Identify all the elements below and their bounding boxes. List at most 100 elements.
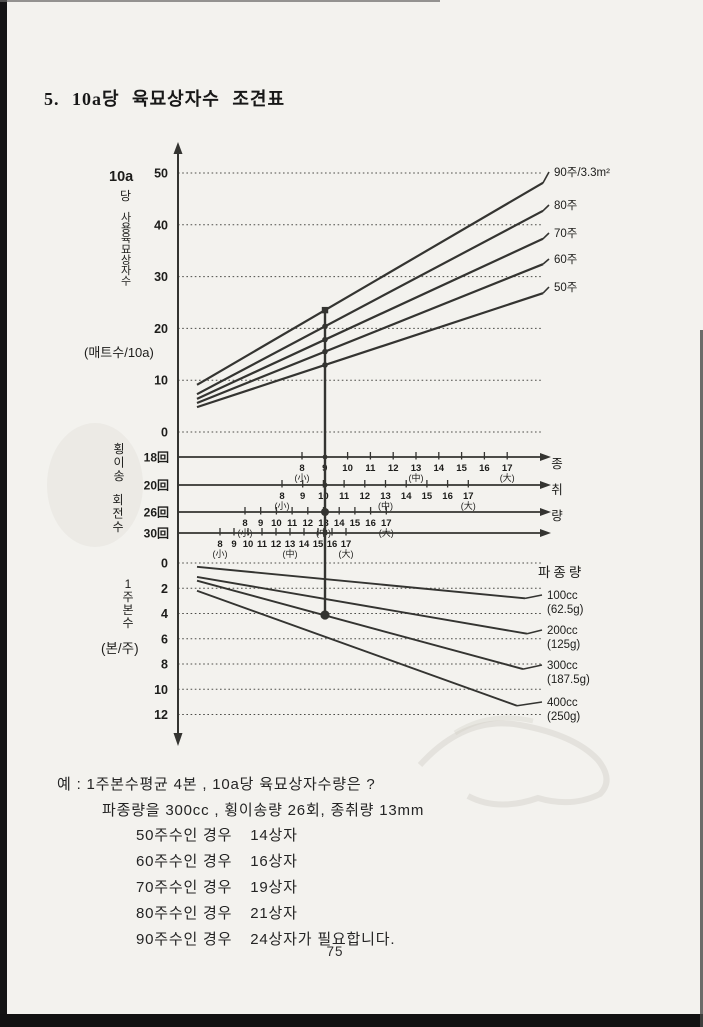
seed-label-connector [525,595,542,598]
feed-tick-label: 11 [257,539,268,550]
reference-dot [322,530,327,535]
bottom-axis-tick-label: 10 [154,683,168,697]
seed-weight-label: (250g) [547,711,580,723]
feed-tick-label: 12 [360,491,371,502]
top-axis-tick-label: 0 [161,426,168,440]
top-axis-tick-label: 40 [154,218,168,232]
feed-tick-label: 16 [327,539,338,550]
bottom-axis-tick-label: 6 [161,632,168,646]
feed-tick-label: 16 [365,518,376,529]
feed-tick-label: 15 [313,539,324,550]
feed-tick-label: 10 [243,539,254,550]
feed-size-mark: (小) [295,473,310,483]
top-axis-tick-label: 10 [154,374,168,388]
bottom-axis-title: 본 [122,603,133,617]
feed-size-mark: (大) [339,548,354,559]
plant-count-label-connector [543,172,549,183]
seed-label-connector [523,665,542,669]
reference-end-dot [320,610,329,619]
top-axis-unit-dang: 당 [120,189,131,203]
feed-tick-label: 12 [271,539,282,550]
feed-size-mark: (大) [461,500,476,511]
feed-tick-label: 15 [422,491,433,502]
feed-tick-label: 14 [334,518,345,529]
feed-axis-title: 전 [112,507,123,521]
seed-weight-label: (125g) [547,639,580,651]
seed-amount-label: 400cc [547,697,578,709]
seed-take-axis-title: 취 [551,483,563,497]
feed-tick-label: 14 [434,463,445,474]
top-axis-unit-10a: 10a [109,169,134,185]
feed-size-mark: (中) [409,472,424,483]
scan-artifact-smudge [47,423,143,547]
feed-tick-label: 11 [339,491,350,502]
bottom-axis-tick-label: 4 [161,607,168,621]
feed-tick-label: 16 [479,463,490,474]
plant-count-line [197,239,543,399]
seed-label-connector [527,630,542,634]
feed-tick-label: 9 [258,518,263,529]
seed-take-axis-title: 종 [551,457,563,471]
feed-axis-title: 송 [113,469,124,483]
scan-edge-bottom [0,1014,703,1027]
feed-tick-label: 14 [401,491,412,502]
axis-arrow-down-icon [174,733,183,746]
feed-tick-label: 10 [342,463,353,474]
feed-tick-label: 11 [287,518,298,529]
reference-dot [322,349,328,355]
reference-dot [322,362,328,368]
feed-tick-label: 15 [456,463,467,474]
bottom-axis-title: 주 [122,590,133,604]
feed-row-arrow-icon [540,508,551,516]
page-title: 5. 10a당 육묘상자수 조견표 [44,85,285,111]
axis-arrow-up-icon [174,142,183,154]
seed-weight-label: (187.5g) [547,674,590,686]
feed-tick-label: 9 [300,491,305,502]
reference-dot [321,508,329,516]
plant-count-line [197,293,543,407]
top-axis-unit-label: (매트수/10a) [84,345,154,360]
feed-size-mark: (大) [500,472,515,483]
feed-tick-label: 9 [231,539,236,550]
plant-count-line [197,211,543,394]
bottom-axis-title: 수 [122,616,133,630]
reference-dot [322,337,328,343]
reference-dot [323,455,328,460]
feed-tick-label: 16 [442,491,453,502]
bottom-axis-title: 1 [125,577,132,591]
plant-count-label-connector [543,205,549,211]
seed-take-axis-title: 량 [551,509,563,523]
feed-size-mark: (小) [213,549,228,559]
feed-row-arrow-icon [540,453,551,461]
feed-size-mark: (中) [378,500,393,511]
feed-row-arrow-icon [540,481,551,489]
feed-axis-title: 회 [112,493,123,507]
feed-size-mark: (中) [283,548,298,559]
feed-axis-title: 수 [112,520,123,534]
scan-artifact-sketch [420,723,607,804]
plant-count-label: 90주/3.3m² [554,167,610,179]
bottom-axis-tick-label: 0 [161,557,168,571]
bottom-axis-tick-label: 12 [154,708,168,722]
feed-tick-label: 12 [388,463,399,474]
bottom-axis-unit-label: (본/주) [101,641,139,656]
feed-tick-label: 10 [271,518,282,529]
feed-tick-label: 11 [365,463,376,474]
seeding-amount-heading: 파종량 [538,565,584,580]
feed-tick-label: 10 [318,491,329,502]
seed-label-connector [517,702,542,706]
feed-row-label: 30回 [144,527,169,541]
top-axis-title: 수 [121,275,131,288]
reference-dot [322,324,328,330]
feed-row-label: 18回 [144,451,169,465]
scanned-document-page: 5040302010002468101290주/3.3m²80주70주60주50… [0,0,703,1027]
plant-count-label: 70주 [554,228,577,240]
feed-tick-label: 12 [303,518,314,529]
feed-axis-title: 횡 [113,442,124,456]
top-axis-tick-label: 50 [154,167,168,181]
bottom-axis-tick-label: 8 [161,658,168,672]
top-axis-tick-label: 20 [154,322,168,336]
feed-axis-title: 이 [113,456,124,470]
seed-amount-label: 200cc [547,625,578,637]
top-axis-tick-label: 30 [154,270,168,284]
